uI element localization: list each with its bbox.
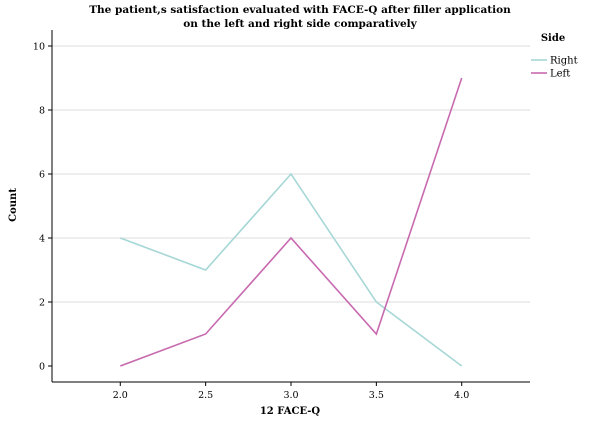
x-tick-label: 3.0 <box>283 390 298 401</box>
legend-title: Side <box>541 33 565 44</box>
y-tick-label: 2 <box>39 298 45 309</box>
chart-title-line2: on the left and right side comparatively <box>183 18 417 30</box>
y-tick-label: 6 <box>39 170 45 181</box>
x-tick-label: 2.5 <box>198 390 213 401</box>
legend-label-left: Left <box>550 69 570 80</box>
x-tick-labels: 2.0 2.5 3.0 3.5 4.0 <box>113 382 469 401</box>
y-tick-label: 8 <box>39 106 45 117</box>
axes <box>51 30 530 383</box>
x-axis-label: 12 FACE-Q <box>260 406 321 417</box>
y-axis-label: Count <box>8 188 19 222</box>
chart-title-line1: The patient,s satisfaction evaluated wit… <box>89 4 511 16</box>
y-tick-label: 10 <box>33 42 45 53</box>
x-tick-label: 2.0 <box>113 390 128 401</box>
series-line-right <box>120 172 463 367</box>
legend: Side Right Left <box>531 33 578 80</box>
x-tick-label: 4.0 <box>454 390 469 401</box>
series-line-left <box>120 77 463 367</box>
y-tick-label: 4 <box>39 234 45 245</box>
series-lines <box>120 77 463 367</box>
x-tick-label: 3.5 <box>369 390 384 401</box>
legend-label-right: Right <box>550 56 578 67</box>
y-tick-labels: 0 2 4 6 8 10 <box>33 42 52 373</box>
y-tick-label: 0 <box>39 362 45 373</box>
